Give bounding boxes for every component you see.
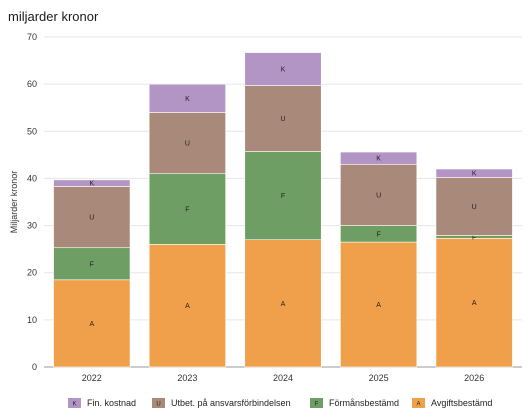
legend-swatch-utbet-p-ansvarsf-rbindelsen [152,398,165,408]
legend-key-K: K [72,402,76,408]
bar-2023-utbet-p-ansvarsf-rbindelsen [148,112,226,175]
bar-key-2023-U: U [185,141,190,148]
bar-key-2024-U: U [280,116,285,123]
y-tick-label-30: 30 [27,221,37,231]
x-tick-label-2023: 2023 [177,373,197,383]
bar-2024-utbet-p-ansvarsf-rbindelsen [244,85,322,152]
bar-2024-f-rm-nsbest-md [244,151,322,241]
legend: K Fin. kostnad U Utbet. på ansvarsförbindel… [68,398,492,408]
legend-key-F: F [315,402,319,408]
bar-key-2024-K: K [281,67,286,74]
y-axis: 0 10 20 30 40 50 60 70 Miljarder kronor [9,32,37,372]
legend-key-A: A [416,402,420,408]
bar-2023-avgiftsbest-md [148,244,226,368]
legend-label-avgiftsbest-md: Avgiftsbestämd [431,398,492,408]
bar-2023-f-rm-nsbest-md [148,173,226,245]
bar-2022-f-rm-nsbest-md [53,247,131,281]
y-tick-label-20: 20 [27,268,37,278]
bar-key-2025-K: K [376,156,381,163]
bar-key-2024-A: A [281,301,286,308]
bar-2026-utbet-p-ansvarsf-rbindelsen [435,177,513,236]
bar-key-2026-K: K [472,171,477,178]
bar-key-2025-U: U [376,192,381,199]
bar-2022-utbet-p-ansvarsf-rbindelsen [53,186,131,249]
bar-key-2026-F: F [472,234,476,241]
bar-key-2022-F: F [90,261,94,268]
legend-label-utbet-p-ansvarsf-rbindelsen: Utbet. på ansvarsförbindelsen [171,398,291,408]
bar-key-2026-A: A [472,300,477,307]
chart-subtitle: miljarder kronor [8,9,99,24]
legend-label-fin-kostnad: Fin. kostnad [87,398,136,408]
legend-label-f-rm-nsbest-md: Förmånsbestämd [329,398,399,408]
bar-key-2025-F: F [376,231,380,238]
bar-2023-fin-kostnad [148,83,226,113]
legend-swatch-fin-kostnad [68,398,81,408]
bar-key-2025-A: A [376,302,381,309]
y-tick-label-0: 0 [32,362,37,372]
y-tick-label-60: 60 [27,79,37,89]
bar-key-2022-K: K [89,181,94,188]
bar-2025-avgiftsbest-md [340,241,418,368]
bar-2026-fin-kostnad [435,168,513,178]
bar-key-2023-A: A [185,303,190,310]
bar-2024-avgiftsbest-md [244,239,322,368]
bar-2022-avgiftsbest-md [53,279,131,368]
bar-2024-fin-kostnad [244,52,322,86]
legend-key-U: U [156,402,160,408]
y-tick-label-50: 50 [27,126,37,136]
bars: A F U K A F U K A F U K A F U K A F U K [53,52,513,368]
bar-key-2024-F: F [281,193,285,200]
bar-2026-avgiftsbest-md [435,238,513,368]
bar-key-2022-U: U [89,215,94,222]
x-tick-label-2025: 2025 [369,373,389,383]
y-tick-label-10: 10 [27,315,37,325]
y-tick-label-70: 70 [27,32,37,42]
bar-key-2022-A: A [89,321,94,328]
bar-2025-fin-kostnad [340,151,418,165]
legend-swatch-f-rm-nsbest-md [310,398,323,408]
bar-key-2026-U: U [472,204,477,211]
bar-key-2023-K: K [185,96,190,103]
x-tick-label-2024: 2024 [273,373,293,383]
bar-key-2023-F: F [185,207,189,214]
x-tick-label-2022: 2022 [82,373,102,383]
x-axis: 2022 2023 2024 2025 2026 [82,373,484,383]
bar-2022-fin-kostnad [53,179,131,187]
y-axis-label: Miljarder kronor [9,171,19,234]
x-tick-label-2026: 2026 [464,373,484,383]
legend-swatch-avgiftsbest-md [412,398,425,408]
y-tick-label-40: 40 [27,173,37,183]
